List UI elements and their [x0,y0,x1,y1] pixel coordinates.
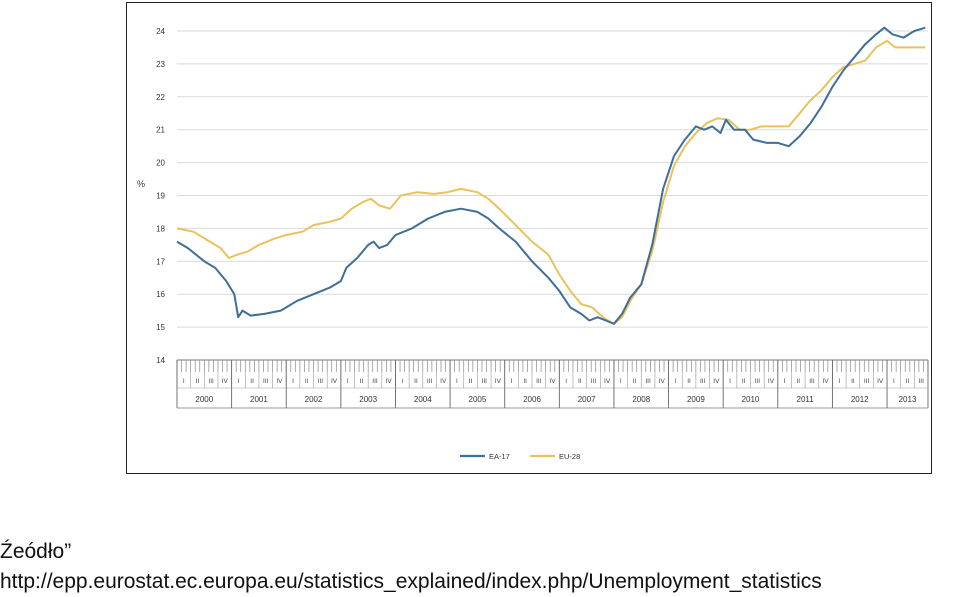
x-year-label: 2009 [687,395,705,404]
x-quarter-label: IV [222,378,229,385]
x-quarter-label: I [292,378,294,385]
x-quarter-label: II [796,378,800,385]
x-quarter-label: IV [549,378,556,385]
x-quarter-label: II [360,378,364,385]
x-quarter-label: I [456,378,458,385]
x-quarter-label: I [838,378,840,385]
x-year-label: 2003 [359,395,377,404]
x-quarter-label: I [511,378,513,385]
x-year-label: 2002 [305,395,323,404]
y-tick-label: 22 [156,93,165,102]
x-quarter-label: IV [823,378,830,385]
x-quarter-label: III [318,378,324,385]
x-quarter-label: IV [386,378,393,385]
x-quarter-label: II [578,378,582,385]
x-year-label: 2010 [742,395,760,404]
x-quarter-label: I [401,378,403,385]
x-quarter-label: I [238,378,240,385]
y-axis-label: % [137,179,145,189]
y-tick-label: 23 [156,60,165,69]
x-quarter-label: II [523,378,527,385]
x-quarter-label: I [620,378,622,385]
x-year-label: 2012 [851,395,869,404]
y-tick-label: 20 [156,159,165,168]
x-quarter-label: III [427,378,433,385]
y-tick-label: 19 [156,192,165,201]
x-quarter-label: IV [713,378,720,385]
x-quarter-label: I [784,378,786,385]
x-quarter-label: IV [768,378,775,385]
x-year-label: 2001 [250,395,268,404]
x-quarter-label: I [565,378,567,385]
x-quarter-label: II [305,378,309,385]
x-year-label: 2000 [195,395,213,404]
x-quarter-label: III [591,378,597,385]
x-quarter-label: IV [331,378,338,385]
x-quarter-label: IV [659,378,666,385]
x-quarter-label: II [196,378,200,385]
x-quarter-label: IV [604,378,611,385]
legend-label-eu-28: EU-28 [559,452,580,461]
x-quarter-label: I [893,378,895,385]
x-quarter-label: III [918,378,924,385]
x-quarter-label: II [742,378,746,385]
x-year-label: 2008 [632,395,650,404]
x-quarter-label: II [687,378,691,385]
x-year-label: 2006 [523,395,541,404]
y-tick-label: 15 [156,323,165,332]
y-tick-label: 21 [156,126,165,135]
x-quarter-label: II [633,378,637,385]
x-quarter-label: IV [495,378,502,385]
x-year-label: 2011 [797,395,815,404]
x-year-label: 2007 [578,395,596,404]
x-quarter-label: III [372,378,378,385]
x-quarter-label: III [755,378,761,385]
y-tick-label: 14 [156,356,165,365]
y-tick-label: 16 [156,290,165,299]
x-quarter-label: II [250,378,254,385]
series-line-ea-17 [176,26,926,325]
x-quarter-label: III [208,378,214,385]
x-quarter-label: III [645,378,651,385]
chart-frame: 14 15 16 17 18 19 20 21 22 23 24% I II III IV I II III IV I… [126,2,932,474]
legend-label-ea-17: EA-17 [489,452,510,461]
x-quarter-label: III [482,378,488,385]
x-quarter-label: IV [440,378,447,385]
x-quarter-label: III [809,378,815,385]
x-year-label: 2013 [899,395,917,404]
x-quarter-label: I [729,378,731,385]
x-quarter-label: III [700,378,706,385]
x-quarter-label: II [851,378,855,385]
x-year-label: 2005 [469,395,487,404]
y-tick-label: 18 [156,224,165,233]
x-quarter-label: IV [877,378,884,385]
y-tick-label: 24 [156,27,165,36]
x-quarter-label: IV [276,378,283,385]
x-quarter-label: I [183,378,185,385]
x-quarter-label: III [263,378,269,385]
x-quarter-label: II [469,378,473,385]
x-quarter-label: II [906,378,910,385]
y-tick-label: 17 [156,257,165,266]
x-quarter-label: II [414,378,418,385]
x-quarter-label: I [674,378,676,385]
x-quarter-label: III [536,378,542,385]
x-quarter-label: III [864,378,870,385]
source-label: Źeódło” [0,540,72,563]
x-year-label: 2004 [414,395,432,404]
series-line-eu-28 [176,39,926,325]
source-url[interactable]: http://epp.eurostat.ec.europa.eu/statist… [0,570,822,593]
x-quarter-label: I [347,378,349,385]
